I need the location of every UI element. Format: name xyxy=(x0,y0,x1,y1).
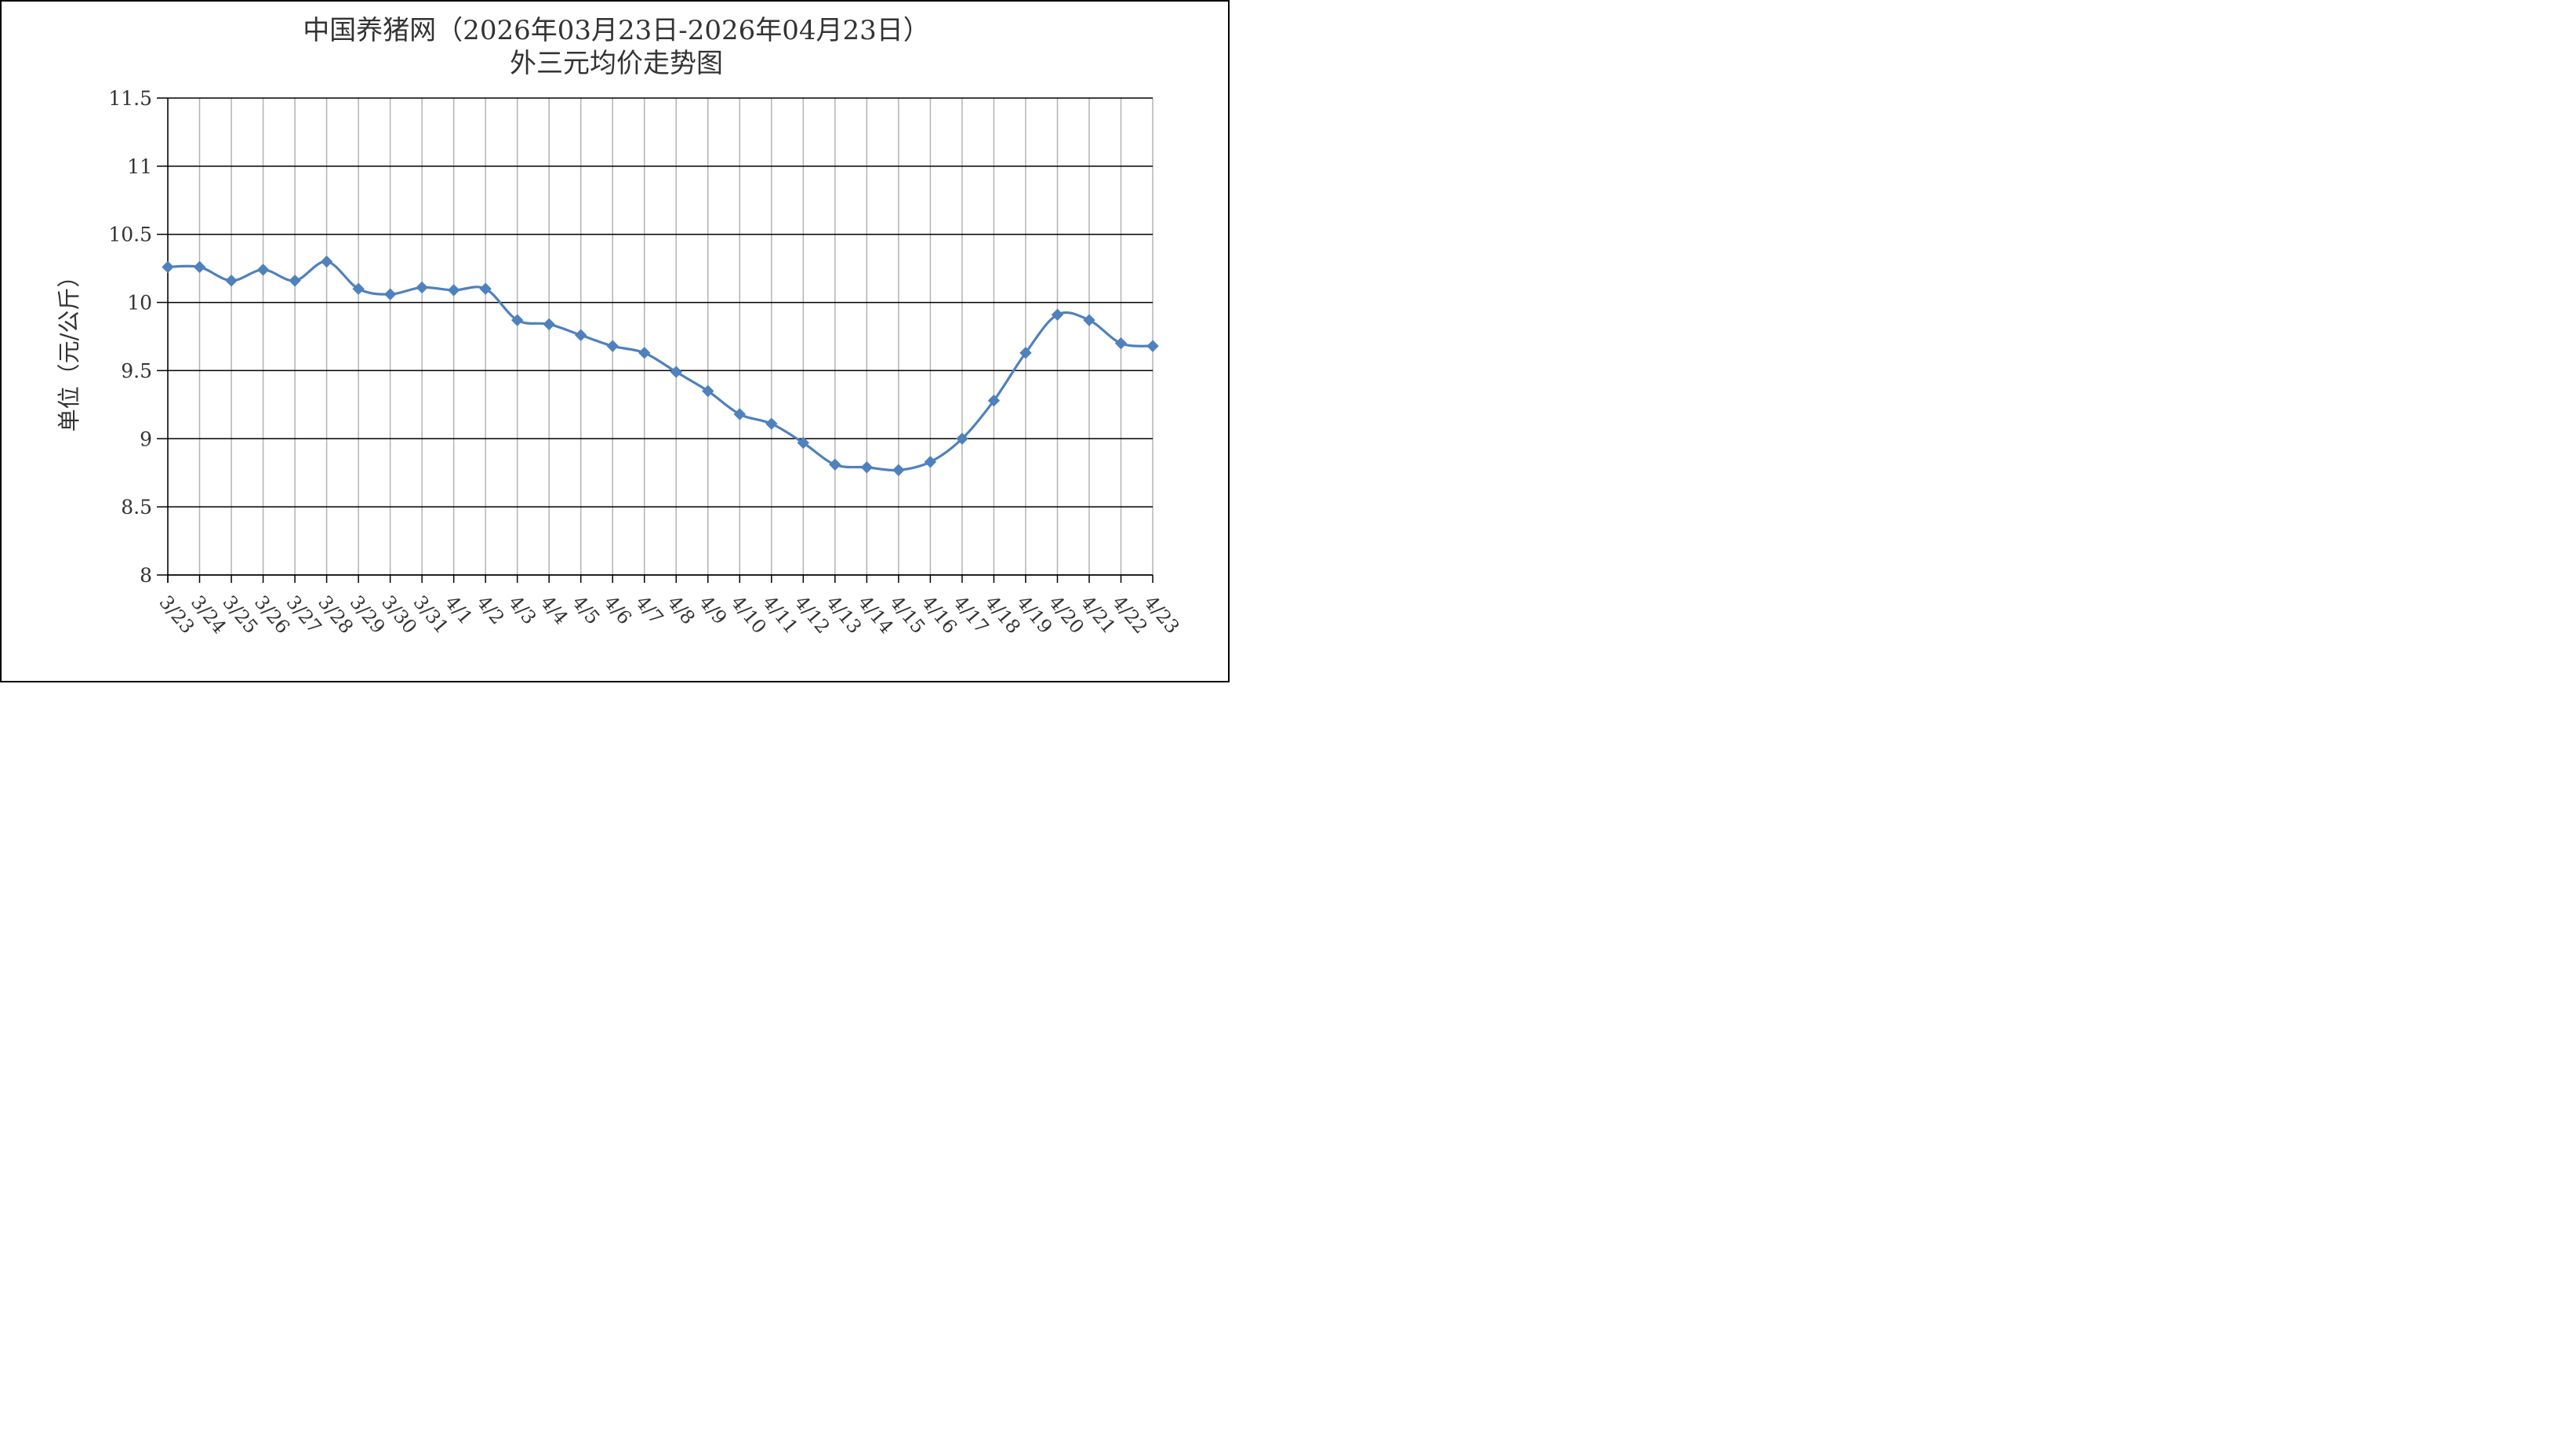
x-tick-label: 4/18 xyxy=(981,591,1025,638)
data-point-marker xyxy=(1083,314,1095,326)
data-point-marker xyxy=(1019,347,1032,359)
x-tick-label: 4/8 xyxy=(663,591,699,629)
x-tick-label: 4/9 xyxy=(695,591,731,629)
data-point-marker xyxy=(733,408,746,420)
y-tick-label: 11.5 xyxy=(108,87,152,110)
x-tick-label: 4/21 xyxy=(1076,591,1120,638)
x-tick-label: 4/11 xyxy=(758,591,802,638)
grid-layer xyxy=(167,97,1154,576)
data-point-marker xyxy=(320,255,333,268)
x-tick-label: 3/31 xyxy=(409,591,453,638)
axis-layer xyxy=(157,97,1154,583)
x-tick-label: 4/2 xyxy=(473,591,509,629)
x-tick-label: 4/22 xyxy=(1108,591,1152,638)
data-point-marker xyxy=(383,288,397,300)
x-tick-label: 4/6 xyxy=(600,591,636,629)
data-point-marker xyxy=(1146,340,1159,352)
x-axis-ticks: 3/233/243/253/263/273/283/293/303/31 4/14… xyxy=(154,591,1183,638)
data-point-marker xyxy=(256,264,270,276)
y-tick-label: 9.5 xyxy=(121,359,152,382)
data-point-marker xyxy=(765,417,778,430)
x-tick-label: 4/4 xyxy=(536,591,572,629)
data-point-marker xyxy=(1114,337,1128,350)
y-tick-label: 10.5 xyxy=(108,224,152,246)
data-point-marker xyxy=(447,284,460,297)
data-point-marker xyxy=(987,394,1001,407)
data-point-marker xyxy=(352,282,365,295)
data-point-marker xyxy=(797,436,810,449)
data-point-marker xyxy=(670,366,682,378)
y-axis-ticks: 11.5 11 10.5 10 9.5 9 8.5 8 xyxy=(108,87,152,587)
data-point-marker xyxy=(289,275,301,287)
y-tick-label: 11 xyxy=(127,155,152,178)
x-tick-label: 4/7 xyxy=(631,591,667,629)
x-tick-label: 3/28 xyxy=(314,591,358,638)
data-point-marker xyxy=(162,260,174,274)
data-point-marker xyxy=(606,340,619,352)
x-tick-label: 4/3 xyxy=(504,591,540,629)
data-point-marker xyxy=(479,282,492,295)
data-point-marker xyxy=(860,461,874,474)
x-tick-label: 4/16 xyxy=(917,591,961,638)
data-point-marker xyxy=(924,456,937,468)
chart-title-line2: 外三元均价走势图 xyxy=(510,48,723,79)
data-point-marker xyxy=(638,347,651,359)
data-point-marker xyxy=(702,384,714,398)
x-tick-label: 4/19 xyxy=(1012,591,1056,638)
x-tick-label: 3/26 xyxy=(250,591,294,638)
data-point-marker xyxy=(575,329,587,341)
x-tick-label: 3/27 xyxy=(282,591,325,638)
y-tick-label: 10 xyxy=(127,292,152,315)
x-tick-label: 3/29 xyxy=(346,591,390,638)
x-tick-label: 4/17 xyxy=(949,591,993,638)
x-tick-label: 3/25 xyxy=(218,591,262,638)
chart-frame: 中国养猪网（2026年03月23日-2026年04月23日） 外三元均价走势图 … xyxy=(0,0,1230,682)
x-tick-label: 4/20 xyxy=(1045,591,1088,638)
y-tick-label: 9 xyxy=(140,428,152,450)
data-point-marker xyxy=(225,275,238,287)
data-point-marker xyxy=(829,458,841,471)
data-point-marker xyxy=(193,260,206,274)
x-tick-label: 3/23 xyxy=(154,591,198,638)
data-point-marker xyxy=(510,314,524,326)
x-tick-label: 4/14 xyxy=(854,591,898,638)
x-tick-label: 3/24 xyxy=(187,591,231,638)
x-tick-label: 4/12 xyxy=(790,591,834,638)
y-axis-label: 单位（元/公斤） xyxy=(56,265,82,432)
series-layer xyxy=(162,255,1159,476)
x-tick-label: 4/5 xyxy=(568,591,604,629)
data-point-marker xyxy=(1051,308,1064,321)
data-point-marker xyxy=(543,318,555,331)
x-tick-label: 4/13 xyxy=(822,591,866,638)
x-tick-label: 3/30 xyxy=(377,591,421,638)
chart-title-line1: 中国养猪网（2026年03月23日-2026年04月23日） xyxy=(303,15,930,46)
y-tick-label: 8 xyxy=(140,564,152,587)
data-point-marker xyxy=(416,281,428,294)
line-chart: 中国养猪网（2026年03月23日-2026年04月23日） 外三元均价走势图 … xyxy=(56,15,1184,638)
x-tick-label: 4/23 xyxy=(1139,591,1183,638)
data-point-marker xyxy=(892,464,905,476)
x-tick-label: 4/10 xyxy=(727,591,771,638)
x-tick-label: 4/15 xyxy=(885,591,929,638)
data-point-marker xyxy=(956,432,968,445)
y-tick-label: 8.5 xyxy=(121,496,152,519)
